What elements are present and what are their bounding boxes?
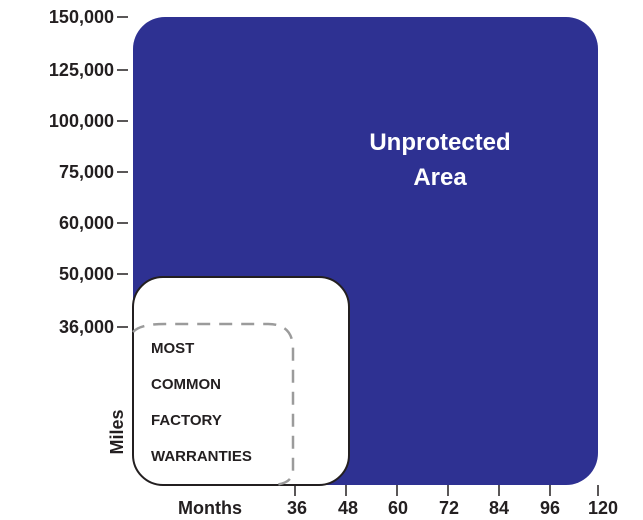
factory-warranty-label-line1: MOST <box>151 340 194 357</box>
y-tick-label-60000: 60,000 <box>59 213 114 233</box>
y-axis: 36,000 50,000 60,000 75,000 100,000 125,… <box>49 7 128 337</box>
factory-warranty-label-line2: COMMON <box>151 376 221 393</box>
y-tick-label-36000: 36,000 <box>59 317 114 337</box>
y-tick-label-125000: 125,000 <box>49 60 114 80</box>
x-tick-label-60: 60 <box>388 498 408 518</box>
x-tick-label-48: 48 <box>338 498 358 518</box>
x-axis: 36 48 60 72 84 96 120 <box>287 485 618 518</box>
x-tick-label-96: 96 <box>540 498 560 518</box>
x-axis-title: Months <box>178 498 242 518</box>
protected-area-region <box>132 276 350 486</box>
y-tick-label-75000: 75,000 <box>59 162 114 182</box>
unprotected-area-label-line1: Unprotected <box>369 129 510 156</box>
factory-warranty-label-line4: WARRANTIES <box>151 448 252 465</box>
factory-warranty-outline <box>132 322 295 487</box>
y-tick-label-100000: 100,000 <box>49 111 114 131</box>
x-tick-label-84: 84 <box>489 498 509 518</box>
y-axis-title: Miles <box>107 409 127 454</box>
y-tick-label-150000: 150,000 <box>49 7 114 27</box>
x-tick-label-72: 72 <box>439 498 459 518</box>
unprotected-area-label-line2: Area <box>413 164 467 191</box>
x-tick-label-120: 120 <box>588 498 618 518</box>
x-tick-label-36: 36 <box>287 498 307 518</box>
y-tick-label-50000: 50,000 <box>59 264 114 284</box>
factory-warranty-label-line3: FACTORY <box>151 412 222 429</box>
